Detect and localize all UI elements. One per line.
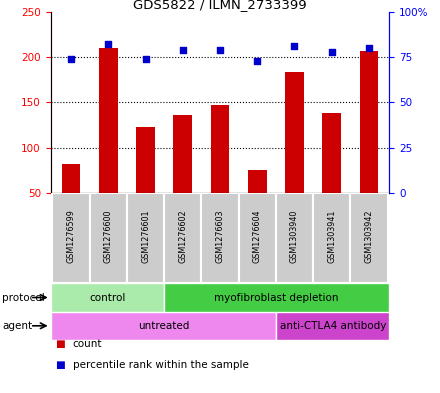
Bar — [90, 193, 127, 283]
Bar — [51, 283, 164, 312]
Text: untreated: untreated — [138, 321, 189, 331]
Text: myofibroblast depletion: myofibroblast depletion — [214, 292, 339, 303]
Bar — [238, 193, 276, 283]
Text: protocol: protocol — [2, 292, 45, 303]
Bar — [164, 193, 202, 283]
Text: percentile rank within the sample: percentile rank within the sample — [73, 360, 249, 371]
Point — [365, 45, 372, 51]
Bar — [136, 127, 155, 193]
Point — [105, 41, 112, 48]
Bar — [202, 193, 238, 283]
Point — [328, 48, 335, 55]
Point — [291, 43, 298, 50]
Bar — [285, 72, 304, 193]
Point — [68, 56, 75, 62]
Text: ■: ■ — [55, 339, 65, 349]
Bar — [211, 105, 229, 193]
Bar — [51, 312, 276, 340]
Bar — [350, 193, 388, 283]
Bar — [276, 312, 389, 340]
Text: control: control — [89, 292, 125, 303]
Bar — [323, 113, 341, 193]
Bar — [248, 170, 267, 193]
Bar — [164, 283, 389, 312]
Text: ■: ■ — [55, 360, 65, 371]
Bar — [52, 193, 90, 283]
Text: GSM1276602: GSM1276602 — [178, 209, 187, 263]
Bar — [99, 48, 117, 193]
Point — [179, 47, 186, 53]
Point — [254, 57, 261, 64]
Text: GSM1276603: GSM1276603 — [216, 209, 224, 263]
Title: GDS5822 / ILMN_2733399: GDS5822 / ILMN_2733399 — [133, 0, 307, 11]
Bar — [276, 193, 313, 283]
Bar — [359, 51, 378, 193]
Text: GSM1276599: GSM1276599 — [66, 209, 76, 263]
Text: GSM1276601: GSM1276601 — [141, 209, 150, 263]
Point — [142, 56, 149, 62]
Bar — [313, 193, 350, 283]
Text: GSM1303940: GSM1303940 — [290, 209, 299, 263]
Text: GSM1303942: GSM1303942 — [364, 209, 374, 263]
Text: GSM1303941: GSM1303941 — [327, 209, 336, 263]
Text: count: count — [73, 339, 102, 349]
Bar — [62, 164, 81, 193]
Bar — [127, 193, 164, 283]
Text: GSM1276600: GSM1276600 — [104, 209, 113, 263]
Point — [216, 47, 224, 53]
Text: anti-CTLA4 antibody: anti-CTLA4 antibody — [280, 321, 386, 331]
Text: agent: agent — [2, 321, 32, 331]
Text: GSM1276604: GSM1276604 — [253, 209, 262, 263]
Bar — [173, 115, 192, 193]
